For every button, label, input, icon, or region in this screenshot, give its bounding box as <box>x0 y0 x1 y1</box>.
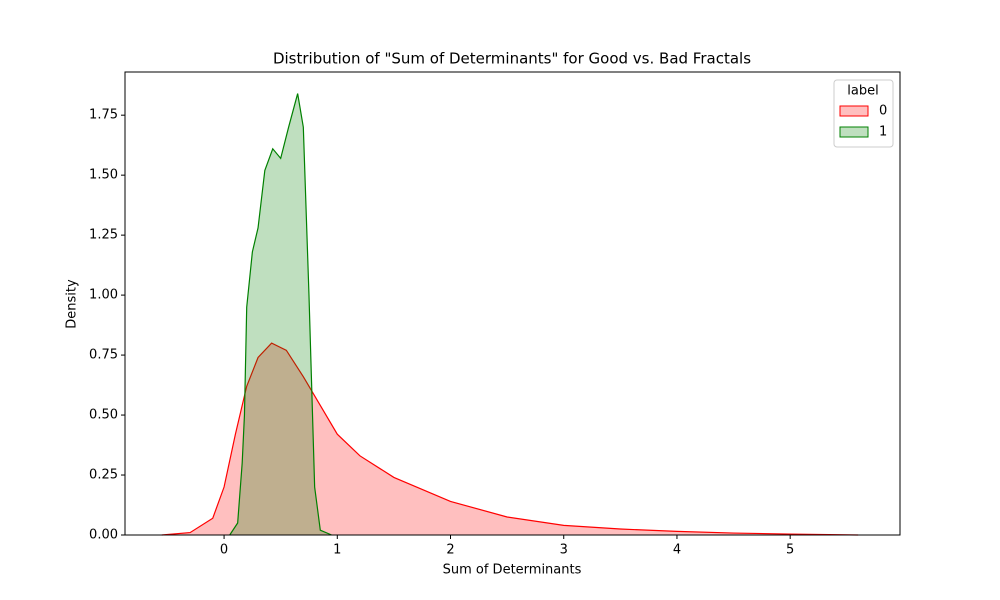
y-tick-label: 0.25 <box>89 468 118 483</box>
y-tick-label: 1.75 <box>89 108 118 123</box>
density-area <box>161 343 859 535</box>
chart-title: Distribution of "Sum of Determinants" fo… <box>273 50 751 68</box>
x-tick-label: 5 <box>786 543 794 558</box>
x-tick-label: 1 <box>333 543 341 558</box>
y-tick-label: 1.00 <box>89 288 118 303</box>
x-axis-label: Sum of Determinants <box>443 563 582 578</box>
legend-label: 1 <box>879 125 887 140</box>
legend-label: 0 <box>879 104 887 119</box>
y-tick-label: 0.75 <box>89 348 118 363</box>
x-tick-label: 2 <box>446 543 454 558</box>
legend-swatch <box>839 126 869 138</box>
y-tick-label: 0.50 <box>89 408 118 423</box>
x-tick-label: 4 <box>673 543 681 558</box>
density-line <box>161 342 859 536</box>
x-tick-label: 3 <box>560 543 568 558</box>
y-tick-label: 1.50 <box>89 168 118 183</box>
y-axis-label: Density <box>65 279 80 329</box>
legend-title: label <box>847 84 878 99</box>
legend-swatch <box>839 105 869 117</box>
y-tick-label: 0.00 <box>89 528 118 543</box>
plot-frame <box>124 71 901 536</box>
density-line <box>229 93 332 536</box>
y-tick-label: 1.25 <box>89 228 118 243</box>
legend-box <box>833 79 894 148</box>
density-area <box>229 93 332 535</box>
x-tick-label: 0 <box>220 543 228 558</box>
